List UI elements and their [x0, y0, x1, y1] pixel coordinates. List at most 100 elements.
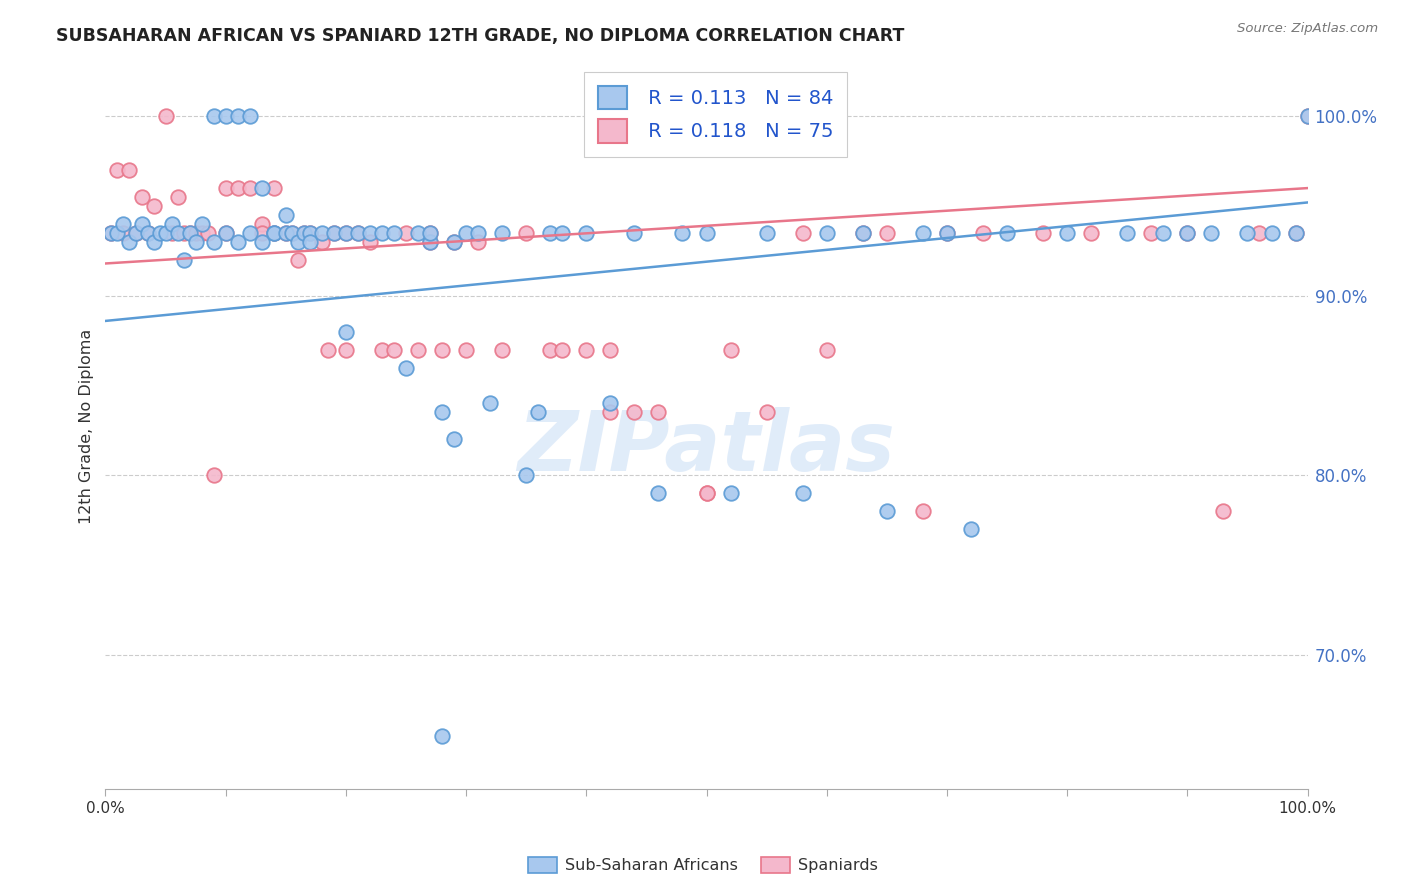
- Point: [239, 181, 262, 195]
- Point: [335, 343, 357, 357]
- Point: [173, 252, 195, 267]
- Point: [112, 226, 135, 240]
- Point: [454, 343, 477, 357]
- Point: [214, 226, 236, 240]
- Point: [454, 226, 477, 240]
- Point: [100, 226, 122, 240]
- Point: [347, 226, 370, 240]
- Point: [467, 226, 489, 240]
- Point: [696, 486, 718, 500]
- Legend: Sub-Saharan Africans, Spaniards: Sub-Saharan Africans, Spaniards: [522, 850, 884, 880]
- Point: [107, 226, 129, 240]
- Point: [815, 343, 838, 357]
- Point: [371, 226, 394, 240]
- Point: [112, 217, 135, 231]
- Point: [1032, 226, 1054, 240]
- Point: [527, 405, 550, 419]
- Point: [623, 405, 645, 419]
- Point: [1056, 226, 1078, 240]
- Point: [263, 181, 285, 195]
- Point: [443, 235, 465, 249]
- Point: [406, 226, 429, 240]
- Point: [551, 343, 574, 357]
- Point: [202, 468, 225, 483]
- Point: [815, 226, 838, 240]
- Point: [1175, 226, 1198, 240]
- Point: [419, 235, 441, 249]
- Point: [142, 199, 165, 213]
- Point: [173, 226, 195, 240]
- Point: [160, 217, 183, 231]
- Point: [118, 163, 141, 178]
- Point: [131, 190, 153, 204]
- Point: [1116, 226, 1139, 240]
- Point: [1212, 504, 1234, 518]
- Point: [755, 405, 778, 419]
- Point: [179, 226, 201, 240]
- Point: [155, 109, 177, 123]
- Point: [491, 343, 513, 357]
- Point: [298, 226, 321, 240]
- Point: [202, 235, 225, 249]
- Point: [124, 226, 146, 240]
- Point: [575, 226, 598, 240]
- Point: [287, 252, 309, 267]
- Point: [347, 226, 370, 240]
- Point: [419, 226, 441, 240]
- Point: [359, 235, 381, 249]
- Point: [623, 226, 645, 240]
- Point: [443, 433, 465, 447]
- Point: [179, 226, 201, 240]
- Point: [1296, 109, 1319, 123]
- Point: [100, 226, 122, 240]
- Point: [599, 396, 621, 410]
- Point: [696, 486, 718, 500]
- Point: [395, 226, 418, 240]
- Point: [263, 226, 285, 240]
- Point: [136, 226, 159, 240]
- Point: [322, 226, 344, 240]
- Point: [443, 235, 465, 249]
- Point: [911, 226, 934, 240]
- Point: [382, 226, 405, 240]
- Point: [281, 226, 304, 240]
- Point: [335, 226, 357, 240]
- Point: [1296, 109, 1319, 123]
- Point: [281, 226, 304, 240]
- Point: [972, 226, 994, 240]
- Point: [214, 181, 236, 195]
- Y-axis label: 12th Grade, No Diploma: 12th Grade, No Diploma: [79, 328, 94, 524]
- Point: [995, 226, 1018, 240]
- Point: [575, 343, 598, 357]
- Point: [515, 468, 537, 483]
- Point: [720, 343, 742, 357]
- Point: [599, 405, 621, 419]
- Point: [292, 226, 315, 240]
- Point: [1201, 226, 1223, 240]
- Point: [335, 226, 357, 240]
- Point: [1249, 226, 1271, 240]
- Point: [419, 235, 441, 249]
- Point: [239, 226, 262, 240]
- Point: [647, 405, 669, 419]
- Point: [960, 522, 983, 536]
- Point: [792, 226, 814, 240]
- Point: [671, 226, 693, 240]
- Point: [190, 217, 212, 231]
- Point: [160, 226, 183, 240]
- Point: [430, 343, 453, 357]
- Point: [226, 235, 249, 249]
- Point: [395, 360, 418, 375]
- Point: [239, 109, 262, 123]
- Point: [1284, 226, 1306, 240]
- Point: [1260, 226, 1282, 240]
- Point: [538, 343, 561, 357]
- Point: [467, 235, 489, 249]
- Point: [371, 343, 394, 357]
- Point: [250, 217, 273, 231]
- Point: [226, 181, 249, 195]
- Point: [274, 208, 297, 222]
- Point: [214, 109, 236, 123]
- Point: [166, 226, 188, 240]
- Point: [1152, 226, 1174, 240]
